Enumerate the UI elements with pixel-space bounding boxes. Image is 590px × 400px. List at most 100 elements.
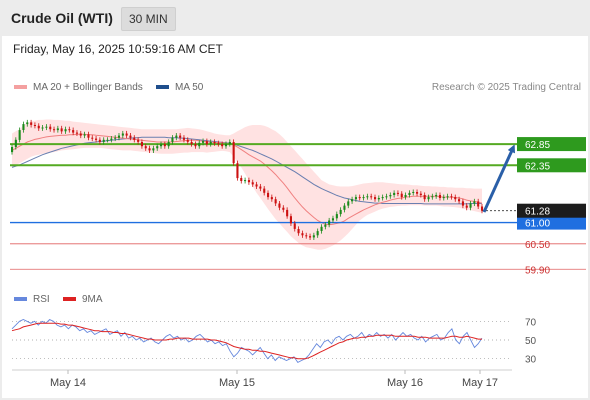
ma50-line bbox=[11, 136, 482, 205]
timeframe-button[interactable]: 30 MIN bbox=[121, 7, 176, 31]
candle-body bbox=[419, 193, 422, 195]
candle-body bbox=[49, 126, 52, 130]
candle-body bbox=[404, 195, 407, 198]
candle-body bbox=[209, 142, 212, 145]
candle-body bbox=[83, 134, 86, 136]
candle-body bbox=[286, 209, 289, 217]
legend-rsi-swatch bbox=[14, 297, 27, 301]
candle-body bbox=[423, 195, 426, 200]
pivot-label-61.00: 61.00 bbox=[525, 219, 550, 230]
key-levels bbox=[10, 143, 586, 270]
current-price-tag bbox=[517, 203, 586, 218]
candle-body bbox=[438, 195, 441, 198]
candle-body bbox=[26, 122, 29, 125]
candle-body bbox=[125, 133, 128, 136]
candle-body bbox=[282, 207, 285, 210]
legend-rsi-label: RSI bbox=[33, 294, 50, 305]
candle-body bbox=[427, 197, 430, 200]
x-tick-label: May 16 bbox=[387, 377, 423, 389]
candle-body bbox=[198, 142, 201, 147]
candle-body bbox=[255, 184, 258, 187]
rsi-tick-50: 50 bbox=[525, 336, 537, 347]
candle-body bbox=[179, 135, 182, 138]
candle-body bbox=[37, 125, 40, 129]
candle-body bbox=[33, 125, 36, 126]
legend-ma20-label: MA 20 + Bollinger Bands bbox=[33, 82, 143, 93]
candle-body bbox=[469, 203, 472, 208]
current-price-label: 61.28 bbox=[525, 207, 550, 218]
candle-body bbox=[163, 144, 166, 147]
candle-body bbox=[481, 206, 484, 211]
rsi-line bbox=[11, 318, 483, 363]
candle-body bbox=[465, 205, 468, 208]
candle-body bbox=[385, 196, 388, 198]
candle-body bbox=[98, 139, 101, 142]
candle-body bbox=[381, 197, 384, 199]
candle-body bbox=[247, 180, 250, 183]
candle-body bbox=[320, 226, 323, 231]
candle-body bbox=[389, 195, 392, 197]
candle-body bbox=[221, 144, 224, 147]
candle-body bbox=[167, 142, 170, 147]
candle-body bbox=[152, 148, 155, 151]
candle-body bbox=[91, 137, 94, 139]
resistance-label-62.85: 62.85 bbox=[525, 140, 550, 151]
candle-body bbox=[41, 127, 44, 129]
legend-ma50-swatch bbox=[156, 85, 169, 89]
candle-body bbox=[328, 220, 331, 225]
candle-body bbox=[106, 139, 109, 141]
candle-body bbox=[14, 139, 17, 147]
candle-body bbox=[377, 198, 380, 200]
moving-averages bbox=[11, 133, 483, 226]
candle-body bbox=[95, 138, 98, 140]
rsi-ma-line bbox=[11, 322, 482, 360]
credit-label: Research © 2025 Trading Central bbox=[432, 82, 581, 93]
rsi-grid: 70 50 30 bbox=[12, 317, 537, 366]
candle-body bbox=[312, 235, 315, 238]
candle-body bbox=[343, 205, 346, 210]
candle-body bbox=[228, 142, 231, 145]
candle-body bbox=[354, 197, 357, 200]
candle-body bbox=[224, 144, 227, 147]
candle-body bbox=[72, 130, 75, 133]
candle-body bbox=[309, 236, 312, 238]
candle-body bbox=[408, 192, 411, 195]
candle-body bbox=[117, 135, 120, 138]
candle-body bbox=[30, 122, 33, 125]
candle-body bbox=[236, 163, 239, 179]
candle-body bbox=[60, 128, 63, 132]
candle-body bbox=[297, 229, 300, 234]
candle-body bbox=[278, 203, 281, 208]
candle-body bbox=[347, 201, 350, 206]
candle-body bbox=[358, 197, 361, 199]
bollinger-fill bbox=[12, 119, 482, 250]
candle-body bbox=[351, 199, 354, 202]
candle-body bbox=[186, 139, 189, 142]
candle-body bbox=[18, 130, 21, 140]
candle-body bbox=[274, 199, 277, 204]
candle-body bbox=[450, 196, 453, 198]
datetime-label: Friday, May 16, 2025 10:59:16 AM CET bbox=[13, 42, 223, 56]
candle-body bbox=[56, 128, 59, 131]
instrument-title: Crude Oil (WTI) bbox=[11, 10, 113, 26]
candle-body bbox=[148, 148, 151, 151]
rsi-tick-70: 70 bbox=[525, 317, 537, 328]
candle-body bbox=[259, 186, 262, 189]
candle-body bbox=[396, 192, 399, 194]
candle-body bbox=[87, 134, 90, 138]
candle-body bbox=[331, 218, 334, 221]
candle-body bbox=[393, 192, 396, 195]
candle-body bbox=[156, 146, 159, 149]
candle-body bbox=[217, 143, 220, 145]
legend-rsi-ma-label: 9MA bbox=[82, 294, 103, 305]
candle-body bbox=[316, 231, 319, 236]
forecast-arrow-line bbox=[482, 144, 515, 213]
candle-body bbox=[442, 197, 445, 199]
candle-body bbox=[75, 132, 78, 134]
x-tick-label: May 15 bbox=[219, 377, 255, 389]
candle-body bbox=[263, 188, 266, 193]
legend-rsi-ma-swatch bbox=[63, 297, 76, 301]
candle-body bbox=[435, 195, 438, 197]
candle-body bbox=[53, 129, 56, 131]
